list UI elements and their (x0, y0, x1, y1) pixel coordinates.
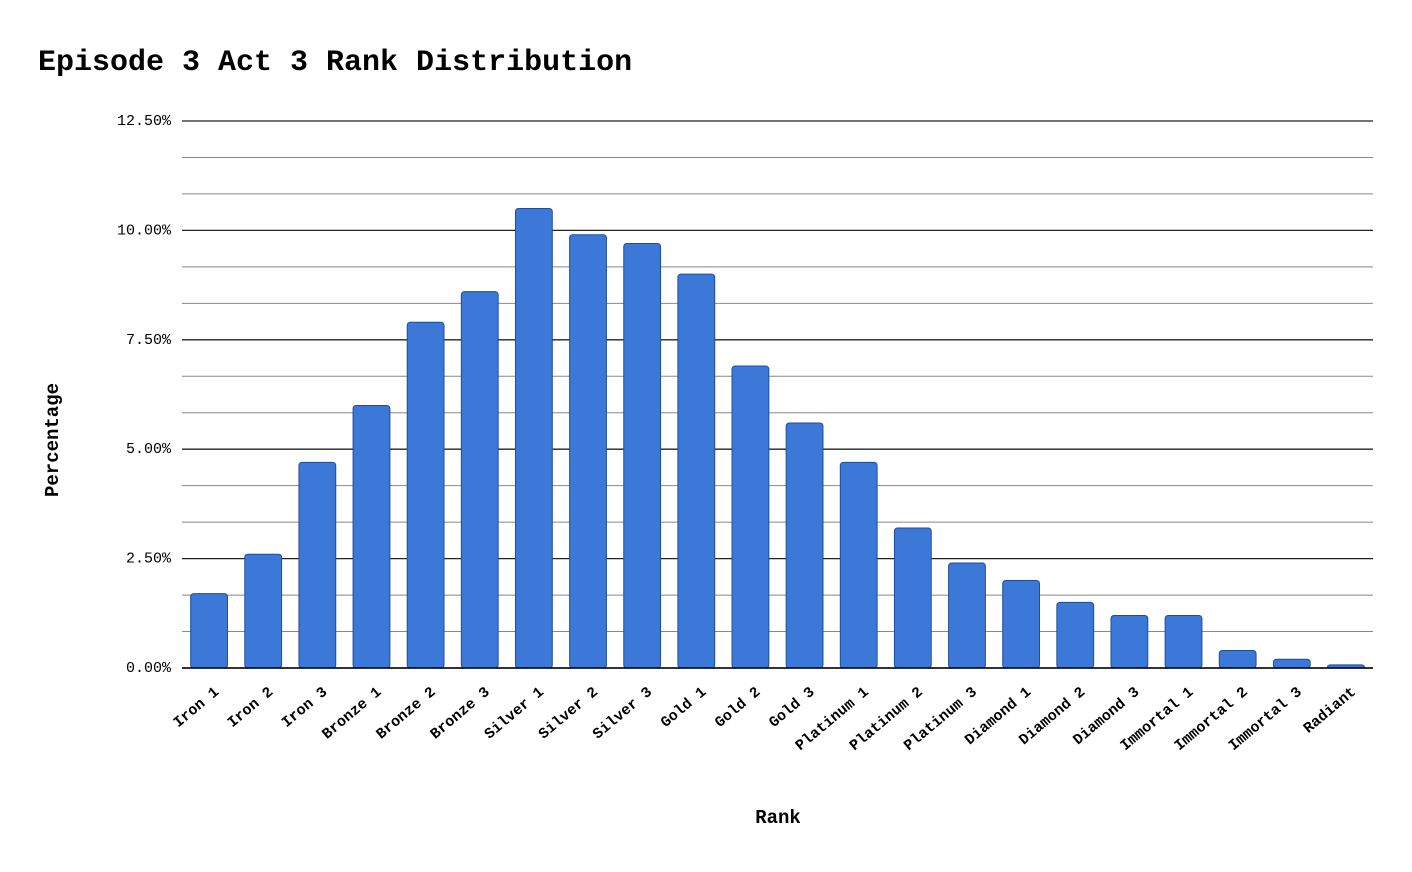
y-tick-label: 5.00% (126, 441, 172, 458)
x-axis-title: Rank (755, 807, 801, 829)
y-tick-label: 0.00% (126, 660, 172, 677)
bar (569, 234, 607, 669)
bar (839, 461, 878, 669)
y-axis-title: Percentage (42, 383, 64, 497)
y-tick-label: 2.50% (126, 551, 172, 568)
bar (298, 461, 337, 669)
bar (1110, 614, 1149, 669)
bar (677, 273, 716, 669)
bar (514, 208, 553, 669)
bar (244, 553, 283, 669)
bar (1002, 579, 1041, 669)
bar (1218, 649, 1257, 669)
y-tick-label: 12.50% (117, 113, 172, 130)
y-tick-label: 10.00% (117, 222, 172, 239)
y-tick-label: 7.50% (126, 332, 172, 349)
bar (948, 562, 986, 669)
bar (785, 422, 824, 669)
bar (190, 593, 228, 669)
chart-title: Episode 3 Act 3 Rank Distribution (38, 46, 632, 80)
bar (460, 291, 499, 669)
bar (1164, 614, 1203, 669)
bar (623, 243, 662, 669)
bar (1272, 658, 1311, 669)
bar (352, 404, 391, 669)
bar (731, 365, 770, 669)
bar (406, 321, 445, 669)
bar (893, 527, 932, 669)
bar (1056, 601, 1095, 669)
